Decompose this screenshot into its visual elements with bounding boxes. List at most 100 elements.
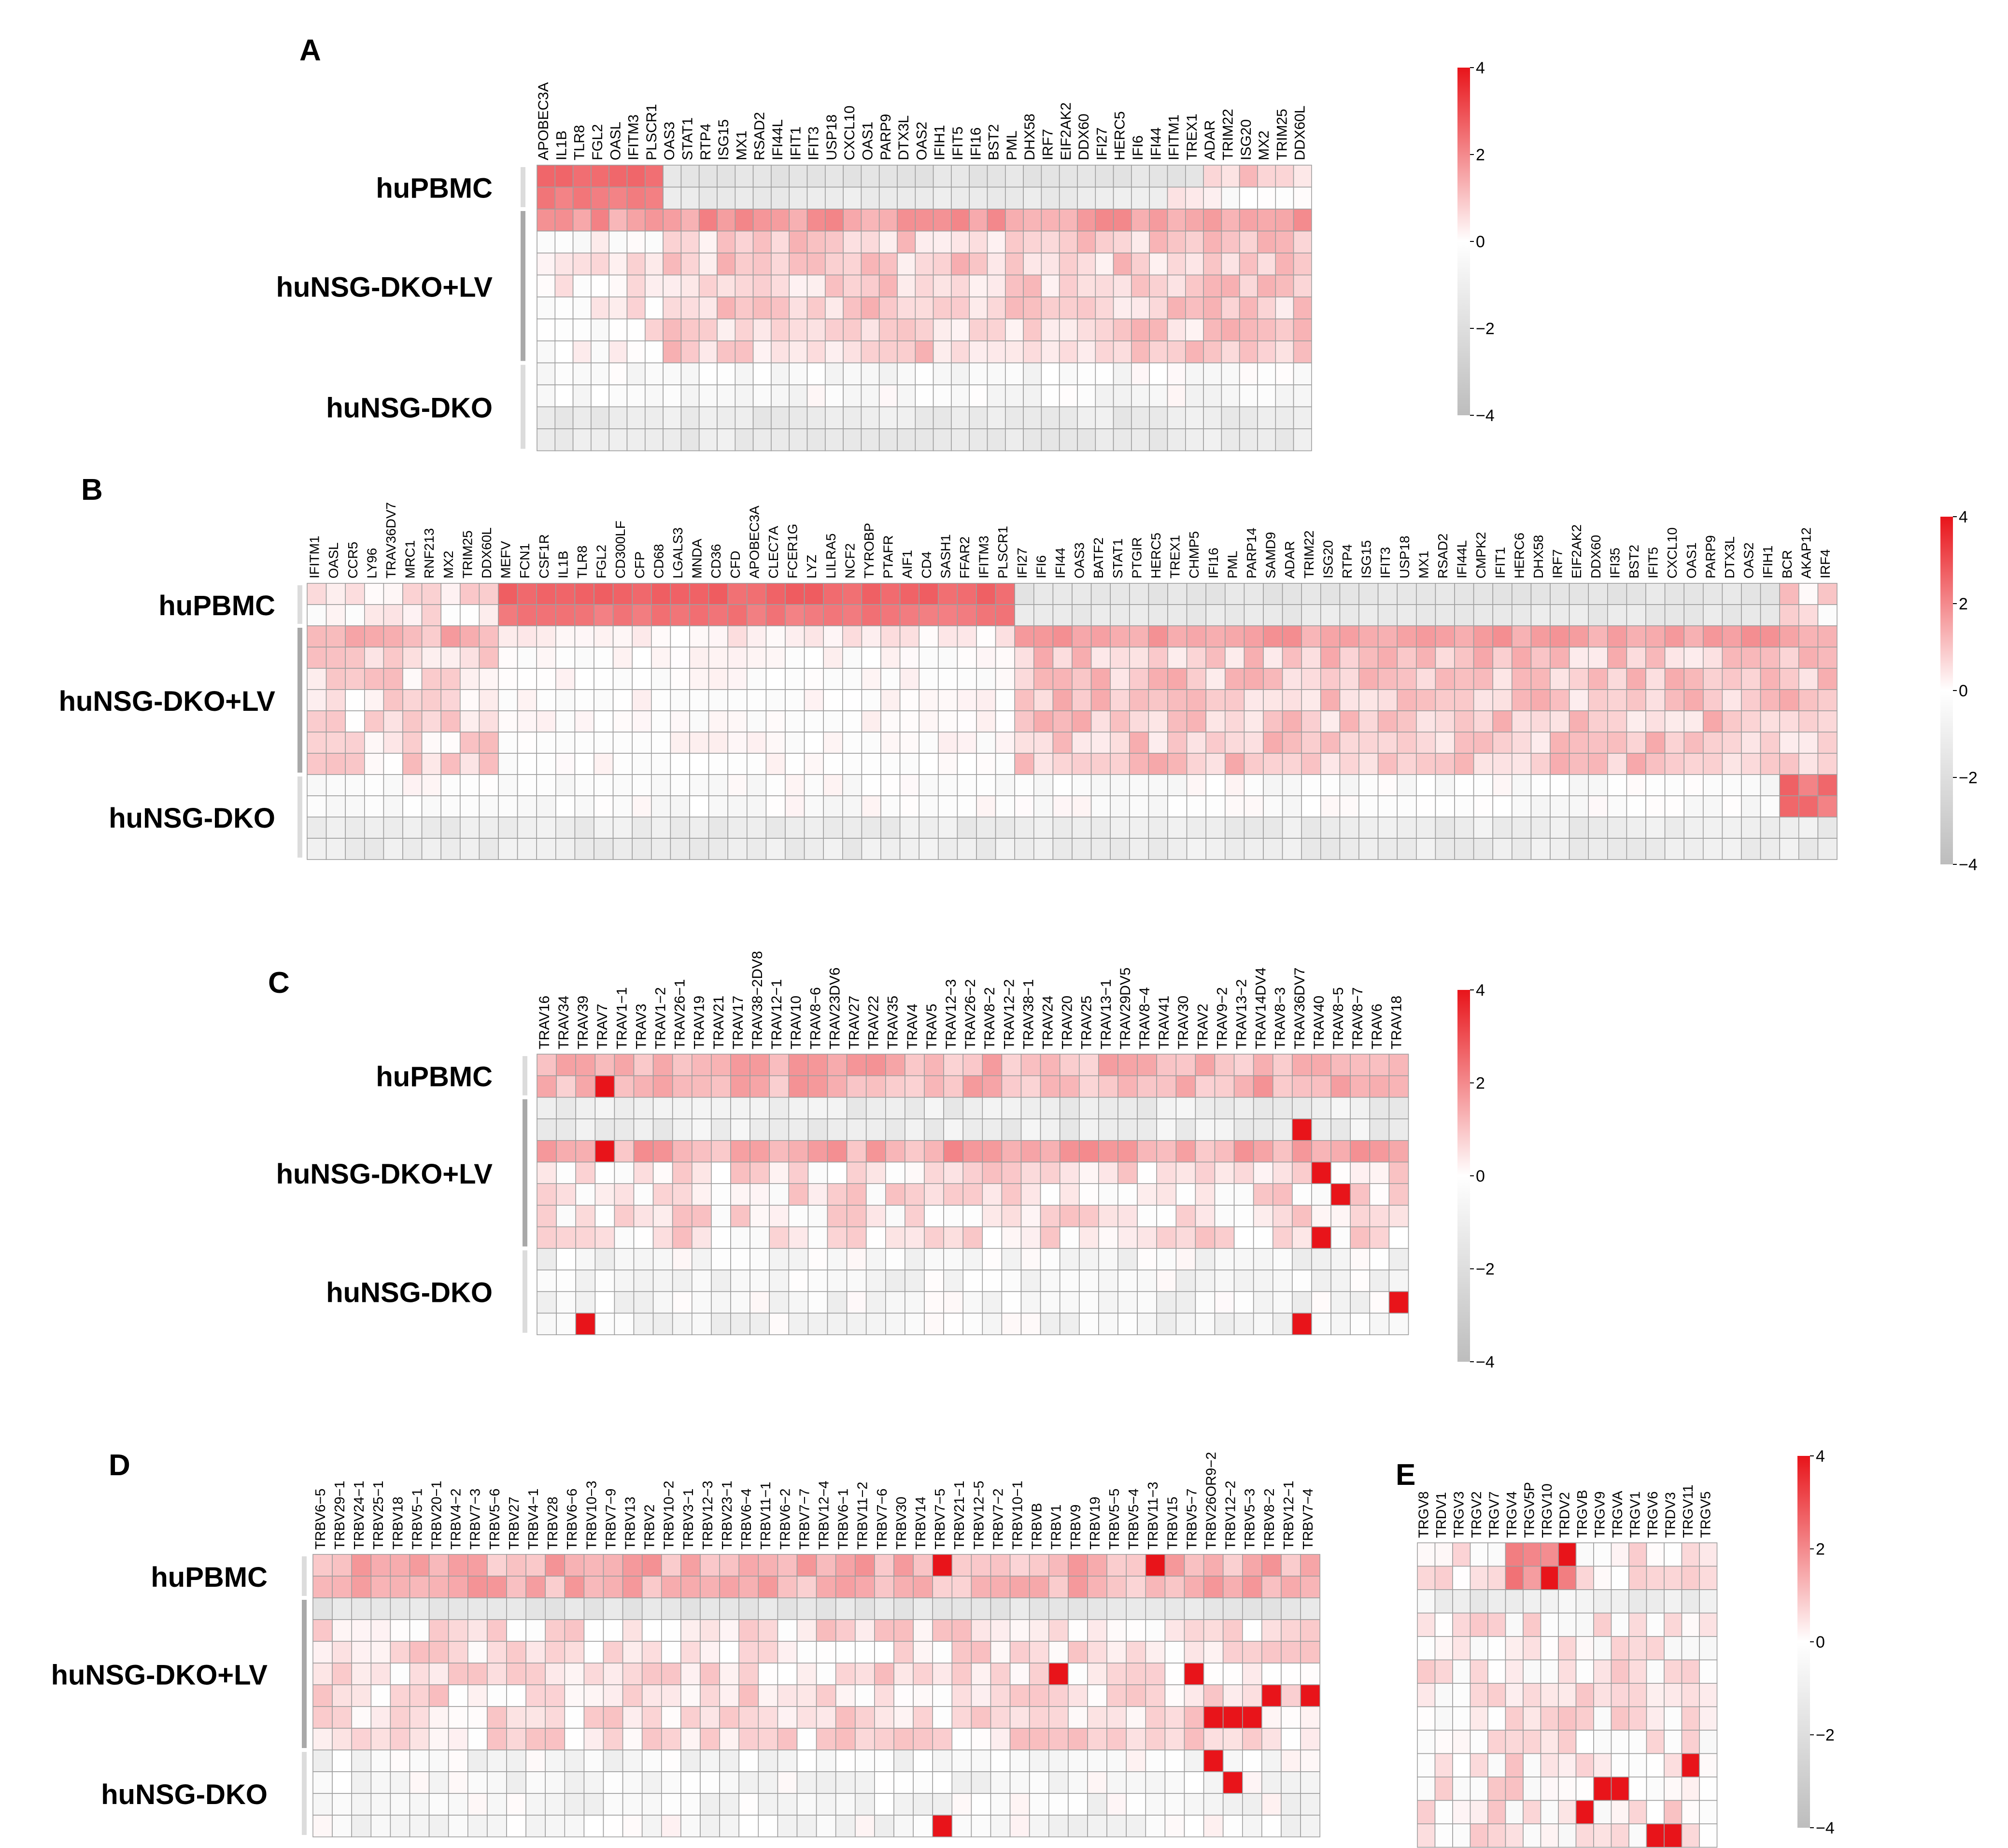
- heatmap-cell: [564, 1815, 585, 1837]
- heatmap-cell: [865, 1097, 886, 1119]
- heatmap-cell: [1454, 817, 1474, 839]
- heatmap-cell: [670, 753, 690, 775]
- heatmap-cell: [421, 625, 441, 648]
- heatmap-cell: [448, 1597, 468, 1620]
- heatmap-cell: [402, 710, 423, 733]
- heatmap-cell: [1512, 774, 1532, 796]
- heatmap-cell: [1225, 689, 1245, 711]
- heatmap-cell: [1320, 732, 1341, 754]
- heatmap-cell: [995, 625, 1016, 648]
- heatmap-cell: [969, 165, 988, 188]
- heatmap-cell: [1131, 340, 1150, 364]
- heatmap-cell: [1098, 1248, 1118, 1270]
- heatmap-cell: [1167, 209, 1186, 232]
- heatmap-cell: [1530, 817, 1551, 839]
- heatmap-cell: [976, 689, 996, 711]
- heatmap-cell: [1320, 668, 1341, 690]
- heatmap-cell: [652, 1183, 673, 1206]
- heatmap-cell: [498, 668, 518, 690]
- heatmap-cell: [1377, 689, 1398, 711]
- heatmap-cell: [626, 340, 646, 364]
- column-label: TRBV20−1: [429, 1481, 444, 1550]
- heatmap-cell: [861, 774, 881, 796]
- heatmap-cell: [865, 1312, 886, 1335]
- heatmap-cell: [1523, 1683, 1541, 1707]
- heatmap-cell: [919, 625, 939, 648]
- heatmap-cell: [1388, 1205, 1409, 1227]
- heatmap-cell: [717, 340, 736, 364]
- heatmap-cell: [1760, 647, 1781, 669]
- heatmap-cell: [1222, 1706, 1243, 1729]
- heatmap-cell: [957, 774, 977, 796]
- heatmap-cell: [1369, 1270, 1390, 1292]
- heatmap-cell: [765, 668, 786, 690]
- heatmap-cell: [345, 838, 365, 860]
- heatmap-cell: [1137, 1161, 1158, 1185]
- heatmap-cell: [995, 753, 1016, 775]
- heatmap-cell: [1760, 583, 1781, 605]
- heatmap-cell: [632, 795, 652, 818]
- heatmap-cell: [1798, 583, 1819, 605]
- heatmap-cell: [807, 1312, 828, 1335]
- heatmap-cell: [614, 1140, 635, 1163]
- heatmap-cell: [421, 583, 441, 605]
- heatmap-cell: [752, 406, 772, 429]
- heatmap-cell: [1470, 1589, 1488, 1614]
- heatmap-cell: [1417, 1612, 1436, 1637]
- column-label: TRBV7−9: [603, 1488, 619, 1550]
- heatmap-cell: [633, 1312, 654, 1335]
- column-label: ISG15: [716, 119, 732, 160]
- heatmap-cell: [670, 732, 690, 754]
- heatmap-cell: [1059, 406, 1078, 429]
- heatmap-cell: [769, 1054, 790, 1076]
- column-label: APOBEC3A: [747, 506, 762, 578]
- heatmap-cell: [1087, 1597, 1107, 1620]
- heatmap-cell: [1798, 710, 1819, 733]
- column-label: RSAD2: [752, 112, 768, 160]
- heatmap-cell: [969, 384, 988, 408]
- heatmap-cell: [816, 1706, 836, 1729]
- heatmap-cell: [825, 274, 844, 297]
- heatmap-cell: [525, 1728, 546, 1750]
- heatmap-cell: [332, 1619, 352, 1642]
- heatmap-cell: [1059, 1118, 1080, 1141]
- heatmap-cell: [1607, 732, 1627, 754]
- heatmap-cell: [752, 253, 772, 276]
- heatmap-cell: [804, 795, 824, 818]
- heatmap-cell: [1626, 838, 1646, 860]
- heatmap-cell: [1300, 1728, 1321, 1750]
- heatmap-cell: [957, 710, 977, 733]
- heatmap-cell: [1145, 1663, 1166, 1685]
- heatmap-cell: [409, 1793, 430, 1816]
- heatmap-cell: [1311, 1183, 1331, 1206]
- heatmap-cell: [692, 1226, 712, 1249]
- heatmap-cell: [951, 274, 970, 297]
- heatmap-cell: [1131, 362, 1150, 385]
- heatmap-cell: [1492, 710, 1513, 733]
- heatmap-cell: [1040, 1270, 1061, 1292]
- heatmap-cell: [1001, 1054, 1022, 1076]
- heatmap-cell: [402, 838, 423, 860]
- heatmap-cell: [459, 668, 480, 690]
- legend-tick-label: −2: [1816, 1726, 1835, 1745]
- heatmap-cell: [479, 604, 499, 626]
- heatmap-cell: [1292, 1205, 1312, 1227]
- heatmap-cell: [1020, 1118, 1041, 1141]
- heatmap-cell: [622, 1706, 643, 1729]
- heatmap-cell: [1611, 1612, 1629, 1637]
- heatmap-cell: [1273, 1205, 1293, 1227]
- heatmap-cell: [1530, 795, 1551, 818]
- heatmap-cell: [594, 1226, 615, 1249]
- heatmap-cell: [1301, 647, 1321, 669]
- heatmap-cell: [1221, 253, 1240, 276]
- heatmap-cell: [1068, 1597, 1088, 1620]
- heatmap-cell: [459, 604, 480, 626]
- heatmap-cell: [771, 230, 790, 254]
- heatmap-cell: [1492, 625, 1513, 648]
- heatmap-cell: [816, 1793, 836, 1816]
- heatmap-cell: [1416, 710, 1436, 733]
- heatmap-cell: [1377, 795, 1398, 818]
- column-label: MEFV: [498, 541, 513, 578]
- heatmap-cell: [807, 1226, 828, 1249]
- heatmap-cell: [421, 710, 441, 733]
